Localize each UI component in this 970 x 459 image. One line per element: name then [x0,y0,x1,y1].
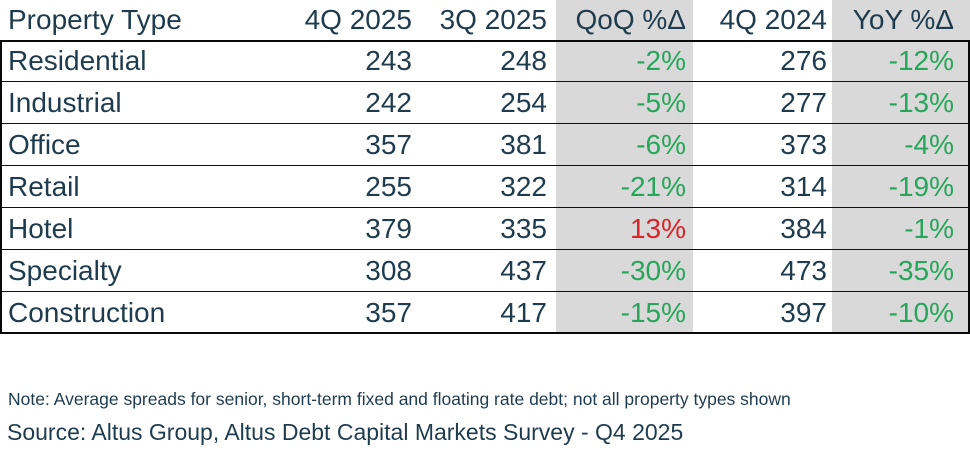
column-header-4q-2025: 4Q 2025 [304,4,412,35]
spread-4q2025-value: 308 [365,254,412,286]
spread-4q2025-value: 379 [365,212,412,244]
spread-3q2025-value: 248 [500,44,547,76]
table-row-specialty: Specialty 308 437 -30% 473 -35% [0,250,970,292]
property-type-label: Hotel [8,212,74,244]
spread-4q2025-value: 357 [365,297,412,328]
spread-3q2025-value: 381 [500,128,547,160]
property-type-label: Industrial [8,86,122,118]
property-type-label: Construction [8,297,166,328]
yoy-shaded-column-band [832,0,970,334]
yoy-delta-text: -19% [888,170,954,202]
table-row-industrial: Industrial 242 254 -5% 277 -13% [0,82,970,124]
property-type-label: Residential [8,44,147,76]
spread-4q2024-value: 276 [780,44,827,76]
yoy-delta-text: -12% [888,44,954,76]
yoy-delta-text: -1% [904,212,954,244]
table-body: Residential 243 248 -2% 276 -12% Industr… [0,40,970,334]
qoq-delta-text: -5% [636,86,686,118]
qoq-delta-value: -15% [556,292,693,334]
spread-4q2024-value: 473 [780,254,827,286]
table-row-residential: Residential 243 248 -2% 276 -12% [0,40,970,82]
spread-4q2024-value: 277 [780,86,827,118]
spread-4q2024-value: 384 [780,212,827,244]
qoq-delta-value: 13% [556,208,693,249]
table-row-office: Office 357 381 -6% 373 -4% [0,124,970,166]
qoq-delta-text: -2% [636,44,686,76]
property-type-label: Office [8,128,81,160]
yoy-delta-value: -13% [832,82,970,123]
column-header-3q-2025: 3Q 2025 [439,4,547,35]
qoq-delta-text: -21% [620,170,686,202]
table-row-hotel: Hotel 379 335 13% 384 -1% [0,208,970,250]
spread-3q2025-value: 254 [500,86,547,118]
spread-4q2025-value: 357 [365,128,412,160]
spread-4q2024-value: 397 [780,297,827,328]
qoq-delta-text: 13% [629,212,686,244]
qoq-shaded-column-band [556,0,693,334]
spread-3q2025-value: 417 [500,297,547,328]
footnote-text: Note: Average spreads for senior, short-… [8,389,791,409]
table-row-construction: Construction 357 417 -15% 397 -10% [0,292,970,334]
yoy-delta-value: -35% [832,250,970,291]
yoy-delta-text: -13% [888,86,954,118]
yoy-delta-value: -10% [832,292,970,334]
spread-3q2025-value: 322 [500,170,547,202]
yoy-delta-text: -4% [904,128,954,160]
spread-4q2025-value: 242 [365,86,412,118]
table-row-retail: Retail 255 322 -21% 314 -19% [0,166,970,208]
table-header-row: Property Type 4Q 2025 3Q 2025 QoQ %Δ 4Q … [0,0,970,40]
qoq-delta-value: -2% [556,40,693,81]
column-header-4q-2024: 4Q 2024 [719,4,827,35]
column-header-yoy-delta: YoY %Δ [852,4,954,35]
yoy-delta-value: -12% [832,40,970,81]
spread-4q2025-value: 255 [365,170,412,202]
yoy-delta-text: -10% [888,297,954,328]
spread-3q2025-value: 437 [500,254,547,286]
yoy-delta-value: -4% [832,124,970,165]
qoq-delta-value: -30% [556,250,693,291]
qoq-delta-text: -6% [636,128,686,160]
spread-4q2024-value: 373 [780,128,827,160]
yoy-delta-value: -19% [832,166,970,207]
property-type-label: Retail [8,170,80,202]
qoq-delta-text: -30% [620,254,686,286]
spread-4q2025-value: 243 [365,44,412,76]
qoq-delta-value: -5% [556,82,693,123]
qoq-delta-value: -6% [556,124,693,165]
spread-4q2024-value: 314 [780,170,827,202]
yoy-delta-text: -35% [888,254,954,286]
property-type-label: Specialty [8,254,122,286]
column-header-property-type: Property Type [8,4,182,35]
qoq-delta-value: -21% [556,166,693,207]
column-header-qoq-delta: QoQ %Δ [575,4,686,35]
yoy-delta-value: -1% [832,208,970,249]
qoq-delta-text: -15% [620,297,686,328]
source-attribution-text: Source: Altus Group, Altus Debt Capital … [7,419,684,445]
spread-3q2025-value: 335 [500,212,547,244]
